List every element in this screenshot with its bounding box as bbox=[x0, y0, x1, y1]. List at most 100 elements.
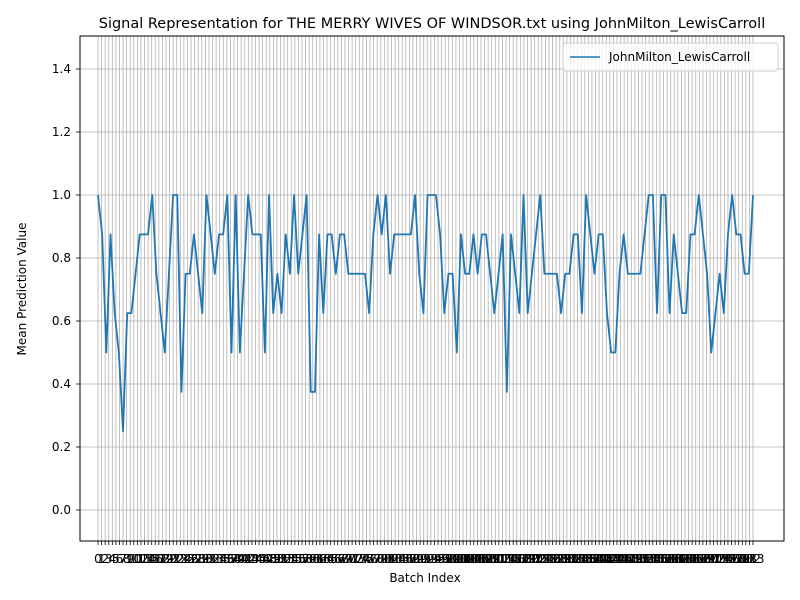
x-tick-label: 175 bbox=[713, 552, 736, 566]
y-axis: 0.0 0.2 0.4 0.6 0.8 1.0 1.2 1.4 bbox=[52, 62, 80, 517]
x-tick-label: 92 bbox=[420, 552, 435, 566]
x-tick-label: 147 bbox=[613, 552, 636, 566]
x-tick-label: 106 bbox=[466, 552, 489, 566]
x-tick-label: 128 bbox=[545, 552, 568, 566]
x-tick-label: 116 bbox=[502, 552, 525, 566]
x-tick-label: 59 bbox=[302, 552, 317, 566]
x-tick-label: 173 bbox=[706, 552, 729, 566]
x-tick-label: 76 bbox=[362, 552, 377, 566]
x-tick-label: 58 bbox=[298, 552, 313, 566]
x-tick-label: 182 bbox=[738, 552, 761, 566]
x-tick-label: 17 bbox=[151, 552, 166, 566]
x-tick-label: 23 bbox=[173, 552, 188, 566]
x-tick-label: 168 bbox=[688, 552, 711, 566]
x-tick-label: 118 bbox=[509, 552, 532, 566]
legend-box bbox=[562, 42, 779, 72]
x-tick-label: 93 bbox=[423, 552, 438, 566]
x-tick-label: 95 bbox=[430, 552, 445, 566]
x-tick-label: 165 bbox=[677, 552, 700, 566]
x-tick-label: 150 bbox=[623, 552, 646, 566]
x-tick-label: 69 bbox=[337, 552, 352, 566]
x-tick-label: 13 bbox=[137, 552, 152, 566]
x-tick-label: 110 bbox=[480, 552, 503, 566]
legend: JohnMilton_LewisCarroll bbox=[562, 42, 779, 72]
x-tick-label: 91 bbox=[416, 552, 431, 566]
x-tick-label: 28 bbox=[191, 552, 206, 566]
x-tick-label: 7 bbox=[119, 552, 127, 566]
x-tick-label: 102 bbox=[452, 552, 475, 566]
x-tick-label: 65 bbox=[323, 552, 338, 566]
x-tick-label: 19 bbox=[158, 552, 173, 566]
x-tick-label: 33 bbox=[208, 552, 223, 566]
x-tick-label: 181 bbox=[734, 552, 757, 566]
x-tick-label: 97 bbox=[438, 552, 453, 566]
x-tick-label: 172 bbox=[702, 552, 725, 566]
x-tick-label: 10 bbox=[126, 552, 141, 566]
y-tick-label: 0.4 bbox=[52, 377, 71, 391]
x-tick-label: 48 bbox=[262, 552, 277, 566]
x-tick-label: 103 bbox=[455, 552, 478, 566]
x-tick-label: 109 bbox=[477, 552, 500, 566]
x-tick-label: 161 bbox=[663, 552, 686, 566]
x-tick-label: 130 bbox=[552, 552, 575, 566]
x-tick-label: 157 bbox=[648, 552, 671, 566]
x-tick-label: 129 bbox=[548, 552, 571, 566]
x-tick-label: 164 bbox=[674, 552, 697, 566]
x-tick-label: 4 bbox=[108, 552, 116, 566]
x-tick-label: 25 bbox=[180, 552, 195, 566]
x-tick-label: 11 bbox=[130, 552, 145, 566]
x-tick-label: 46 bbox=[255, 552, 270, 566]
x-tick-label: 96 bbox=[434, 552, 449, 566]
x-tick-label: 183 bbox=[742, 552, 765, 566]
x-tick-label: 30 bbox=[198, 552, 213, 566]
x-tick-label: 178 bbox=[724, 552, 747, 566]
x-tick-label: 61 bbox=[309, 552, 324, 566]
y-axis-label: Mean Prediction Value bbox=[15, 223, 29, 356]
x-tick-label: 71 bbox=[344, 552, 359, 566]
x-tick-label: 86 bbox=[398, 552, 413, 566]
x-tick-label: 15 bbox=[144, 552, 159, 566]
x-tick-label: 37 bbox=[223, 552, 238, 566]
x-tick-label: 122 bbox=[523, 552, 546, 566]
x-tick-label: 68 bbox=[334, 552, 349, 566]
x-axis: 0123456789101112131415161718192021222324… bbox=[94, 541, 764, 566]
y-tick-label: 0.2 bbox=[52, 440, 71, 454]
x-tick-label: 80 bbox=[377, 552, 392, 566]
series-layer bbox=[97, 194, 754, 433]
x-tick-label: 179 bbox=[727, 552, 750, 566]
x-tick-label: 87 bbox=[402, 552, 417, 566]
x-tick-label: 34 bbox=[212, 552, 227, 566]
x-tick-label: 67 bbox=[330, 552, 345, 566]
x-tick-label: 32 bbox=[205, 552, 220, 566]
x-tick-label: 89 bbox=[409, 552, 424, 566]
x-tick-label: 166 bbox=[681, 552, 704, 566]
x-tick-label: 117 bbox=[505, 552, 528, 566]
x-tick-label: 104 bbox=[459, 552, 482, 566]
x-tick-label: 148 bbox=[616, 552, 639, 566]
x-tick-label: 100 bbox=[444, 552, 467, 566]
x-tick-label: 112 bbox=[487, 552, 510, 566]
x-tick-label: 36 bbox=[219, 552, 234, 566]
x-tick-label: 39 bbox=[230, 552, 245, 566]
x-tick-label: 41 bbox=[237, 552, 252, 566]
x-tick-label: 131 bbox=[555, 552, 578, 566]
x-tick-label: 73 bbox=[352, 552, 367, 566]
x-tick-label: 64 bbox=[319, 552, 334, 566]
x-tick-label: 156 bbox=[645, 552, 668, 566]
x-tick-label: 126 bbox=[538, 552, 561, 566]
x-tick-label: 20 bbox=[162, 552, 177, 566]
x-tick-label: 176 bbox=[716, 552, 739, 566]
x-tick-label: 121 bbox=[520, 552, 543, 566]
x-tick-label: 14 bbox=[140, 552, 155, 566]
x-tick-label: 160 bbox=[659, 552, 682, 566]
x-tick-label: 177 bbox=[720, 552, 743, 566]
y-tick-label: 0.8 bbox=[52, 251, 71, 265]
x-tick-label: 170 bbox=[695, 552, 718, 566]
x-tick-label: 55 bbox=[287, 552, 302, 566]
series-line-johnmilton-lewiscarroll bbox=[97, 194, 754, 433]
x-tick-label: 31 bbox=[201, 552, 216, 566]
x-tick-label: 113 bbox=[491, 552, 514, 566]
x-tick-label: 123 bbox=[527, 552, 550, 566]
x-tick-label: 40 bbox=[234, 552, 249, 566]
x-tick-label: 81 bbox=[380, 552, 395, 566]
